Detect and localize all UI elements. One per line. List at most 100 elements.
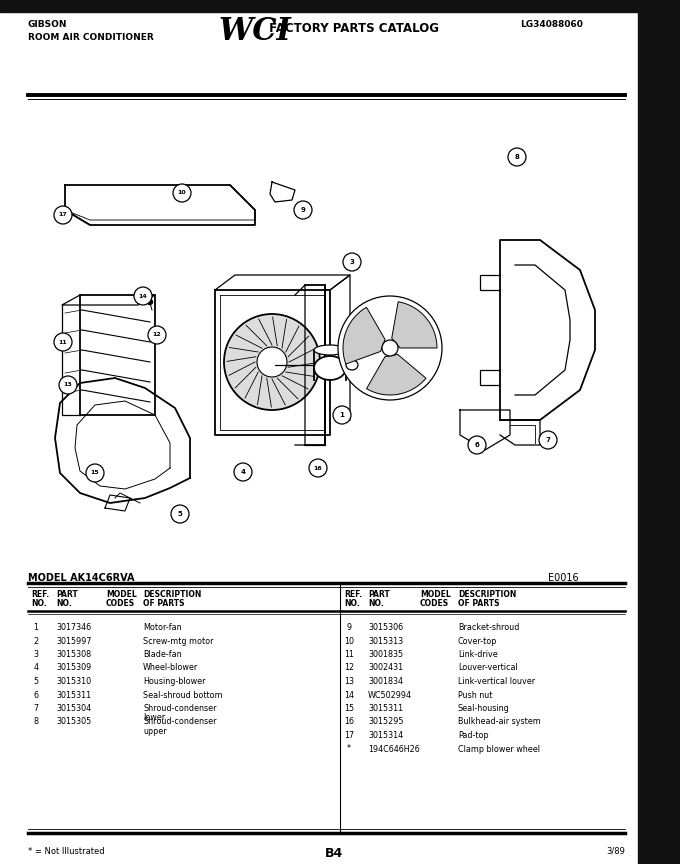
Text: 3001835: 3001835 bbox=[368, 650, 403, 659]
Text: Link-vertical louver: Link-vertical louver bbox=[458, 677, 535, 686]
Text: REF.: REF. bbox=[344, 590, 362, 599]
Text: MODEL AK14C6RVA: MODEL AK14C6RVA bbox=[28, 573, 135, 583]
Text: PART: PART bbox=[56, 590, 78, 599]
Text: 3015313: 3015313 bbox=[368, 637, 403, 645]
Circle shape bbox=[148, 300, 152, 304]
Text: 7: 7 bbox=[545, 437, 550, 443]
Text: 3015309: 3015309 bbox=[56, 664, 91, 672]
Text: upper: upper bbox=[143, 727, 167, 735]
Text: 3001834: 3001834 bbox=[368, 677, 403, 686]
Text: 4: 4 bbox=[241, 469, 245, 475]
Text: MODEL: MODEL bbox=[420, 590, 451, 599]
Circle shape bbox=[642, 699, 664, 721]
Circle shape bbox=[148, 326, 166, 344]
Circle shape bbox=[173, 184, 191, 202]
Text: Link-drive: Link-drive bbox=[458, 650, 498, 659]
Text: E0016: E0016 bbox=[548, 573, 579, 583]
Text: 8: 8 bbox=[515, 154, 520, 160]
Polygon shape bbox=[367, 354, 426, 395]
Text: 5: 5 bbox=[33, 677, 39, 686]
Text: WCI: WCI bbox=[218, 16, 291, 47]
Text: DESCRIPTION: DESCRIPTION bbox=[143, 590, 201, 599]
Text: 6: 6 bbox=[475, 442, 479, 448]
Polygon shape bbox=[392, 302, 437, 348]
Text: 14: 14 bbox=[139, 294, 148, 298]
Circle shape bbox=[309, 459, 327, 477]
Text: Seal-shroud bottom: Seal-shroud bottom bbox=[143, 690, 222, 700]
Text: Wheel-blower: Wheel-blower bbox=[143, 664, 199, 672]
Text: LG34088060: LG34088060 bbox=[520, 20, 583, 29]
Text: 13: 13 bbox=[344, 677, 354, 686]
Ellipse shape bbox=[314, 356, 346, 380]
Text: * = Not Illustrated: * = Not Illustrated bbox=[28, 847, 105, 856]
Ellipse shape bbox=[314, 345, 346, 355]
Circle shape bbox=[234, 463, 252, 481]
Text: Screw-mtg motor: Screw-mtg motor bbox=[143, 637, 214, 645]
Text: Cover-top: Cover-top bbox=[458, 637, 497, 645]
Text: OF PARTS: OF PARTS bbox=[143, 599, 184, 608]
Text: NO.: NO. bbox=[56, 599, 72, 608]
Text: 16: 16 bbox=[344, 717, 354, 727]
Text: WC502994: WC502994 bbox=[368, 690, 412, 700]
Circle shape bbox=[171, 505, 189, 523]
Text: 16: 16 bbox=[313, 466, 322, 471]
Circle shape bbox=[539, 431, 557, 449]
Text: 17: 17 bbox=[58, 213, 67, 218]
Text: 3015306: 3015306 bbox=[368, 623, 403, 632]
Text: 7: 7 bbox=[33, 704, 39, 713]
Text: 3015295: 3015295 bbox=[368, 717, 403, 727]
Text: 9: 9 bbox=[301, 207, 305, 213]
Text: 3: 3 bbox=[33, 650, 39, 659]
Text: NO.: NO. bbox=[344, 599, 360, 608]
Circle shape bbox=[54, 333, 72, 351]
Text: B4: B4 bbox=[325, 847, 343, 860]
Text: 3015308: 3015308 bbox=[56, 650, 91, 659]
Text: 194C646H26: 194C646H26 bbox=[368, 745, 420, 753]
Text: FACTORY PARTS CATALOG: FACTORY PARTS CATALOG bbox=[265, 22, 439, 35]
Text: Push nut: Push nut bbox=[458, 690, 492, 700]
Ellipse shape bbox=[346, 360, 358, 370]
Circle shape bbox=[333, 406, 351, 424]
Circle shape bbox=[338, 296, 442, 400]
Text: Pad-top: Pad-top bbox=[458, 731, 489, 740]
Text: 3015310: 3015310 bbox=[56, 677, 91, 686]
Circle shape bbox=[468, 436, 486, 454]
Text: 13: 13 bbox=[64, 383, 72, 387]
Text: 3015311: 3015311 bbox=[56, 690, 91, 700]
Circle shape bbox=[508, 148, 526, 166]
Text: 9: 9 bbox=[346, 623, 352, 632]
Text: 3002431: 3002431 bbox=[368, 664, 403, 672]
Circle shape bbox=[382, 340, 398, 356]
Text: 15: 15 bbox=[90, 471, 99, 475]
Text: Seal-housing: Seal-housing bbox=[458, 704, 510, 713]
Text: 3/89: 3/89 bbox=[606, 847, 625, 856]
Text: 3015314: 3015314 bbox=[368, 731, 403, 740]
Text: Bulkhead-air system: Bulkhead-air system bbox=[458, 717, 541, 727]
Text: 14: 14 bbox=[344, 690, 354, 700]
Circle shape bbox=[257, 347, 287, 377]
Text: 3015304: 3015304 bbox=[56, 704, 91, 713]
Bar bbox=[638, 0, 680, 864]
Circle shape bbox=[224, 314, 320, 410]
Text: 3015997: 3015997 bbox=[56, 637, 92, 645]
Circle shape bbox=[343, 253, 361, 271]
Text: 12: 12 bbox=[152, 333, 161, 338]
Circle shape bbox=[134, 287, 152, 305]
Text: CODES: CODES bbox=[420, 599, 449, 608]
Text: GIBSON: GIBSON bbox=[28, 20, 67, 29]
Text: Motor-fan: Motor-fan bbox=[143, 623, 182, 632]
Text: 1: 1 bbox=[33, 623, 39, 632]
Text: Shroud-condenser: Shroud-condenser bbox=[143, 704, 216, 713]
Circle shape bbox=[86, 464, 104, 482]
Text: 6: 6 bbox=[33, 690, 39, 700]
Text: 10: 10 bbox=[344, 637, 354, 645]
Text: NO.: NO. bbox=[368, 599, 384, 608]
Text: PART: PART bbox=[368, 590, 390, 599]
Circle shape bbox=[642, 404, 664, 426]
Circle shape bbox=[642, 107, 664, 129]
Circle shape bbox=[59, 376, 77, 394]
Text: 4: 4 bbox=[33, 664, 39, 672]
Text: 11: 11 bbox=[58, 340, 67, 345]
Text: Clamp blower wheel: Clamp blower wheel bbox=[458, 745, 540, 753]
Text: ROOM AIR CONDITIONER: ROOM AIR CONDITIONER bbox=[28, 33, 154, 42]
